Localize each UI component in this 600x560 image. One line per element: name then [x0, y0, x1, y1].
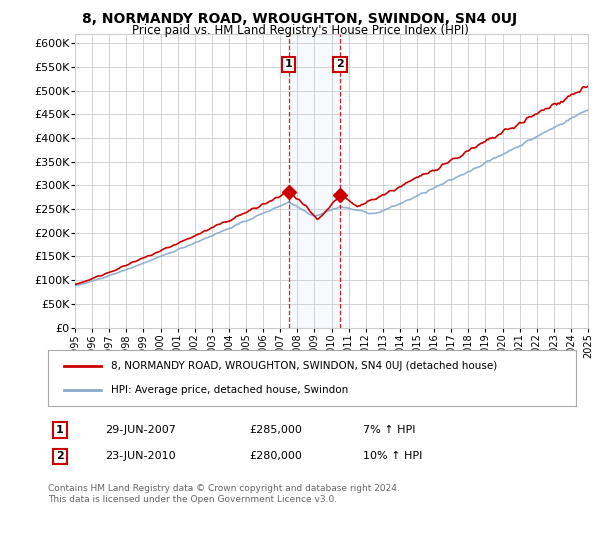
Text: Contains HM Land Registry data © Crown copyright and database right 2024.
This d: Contains HM Land Registry data © Crown c…	[48, 484, 400, 504]
Text: 8, NORMANDY ROAD, WROUGHTON, SWINDON, SN4 0UJ (detached house): 8, NORMANDY ROAD, WROUGHTON, SWINDON, SN…	[112, 361, 497, 371]
Text: £280,000: £280,000	[249, 451, 302, 461]
Text: 2: 2	[56, 451, 64, 461]
Text: 29-JUN-2007: 29-JUN-2007	[105, 425, 176, 435]
Text: 7% ↑ HPI: 7% ↑ HPI	[363, 425, 415, 435]
Text: HPI: Average price, detached house, Swindon: HPI: Average price, detached house, Swin…	[112, 385, 349, 395]
Text: 8, NORMANDY ROAD, WROUGHTON, SWINDON, SN4 0UJ: 8, NORMANDY ROAD, WROUGHTON, SWINDON, SN…	[82, 12, 518, 26]
Text: 2: 2	[336, 59, 344, 69]
Bar	[289, 34, 340, 328]
Text: 10% ↑ HPI: 10% ↑ HPI	[363, 451, 422, 461]
Text: 1: 1	[56, 425, 64, 435]
Text: £285,000: £285,000	[249, 425, 302, 435]
Text: 1: 1	[285, 59, 293, 69]
Text: 23-JUN-2010: 23-JUN-2010	[105, 451, 176, 461]
Text: Price paid vs. HM Land Registry's House Price Index (HPI): Price paid vs. HM Land Registry's House …	[131, 24, 469, 36]
